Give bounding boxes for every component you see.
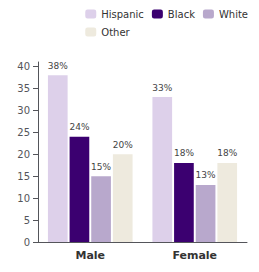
svg-text:38%: 38% <box>48 61 68 71</box>
svg-text:Hispanic: Hispanic <box>101 9 144 20</box>
svg-text:18%: 18% <box>174 148 194 158</box>
svg-text:20: 20 <box>17 149 30 160</box>
svg-text:24%: 24% <box>69 122 89 132</box>
svg-text:18%: 18% <box>217 148 237 158</box>
svg-text:33%: 33% <box>152 83 172 93</box>
svg-text:White: White <box>219 9 248 20</box>
svg-text:5: 5 <box>24 215 30 226</box>
svg-text:0: 0 <box>24 237 30 248</box>
svg-text:15%: 15% <box>91 162 111 172</box>
svg-text:25: 25 <box>17 127 30 138</box>
svg-text:13%: 13% <box>196 170 216 180</box>
svg-text:40: 40 <box>17 61 30 72</box>
svg-text:Female: Female <box>172 249 217 262</box>
svg-text:10: 10 <box>17 193 30 204</box>
svg-text:Male: Male <box>75 249 105 262</box>
svg-text:Black: Black <box>168 9 195 20</box>
svg-text:35: 35 <box>17 83 30 94</box>
svg-text:15: 15 <box>17 171 30 182</box>
svg-text:30: 30 <box>17 105 30 116</box>
svg-text:20%: 20% <box>113 140 133 150</box>
svg-text:Other: Other <box>101 27 130 38</box>
